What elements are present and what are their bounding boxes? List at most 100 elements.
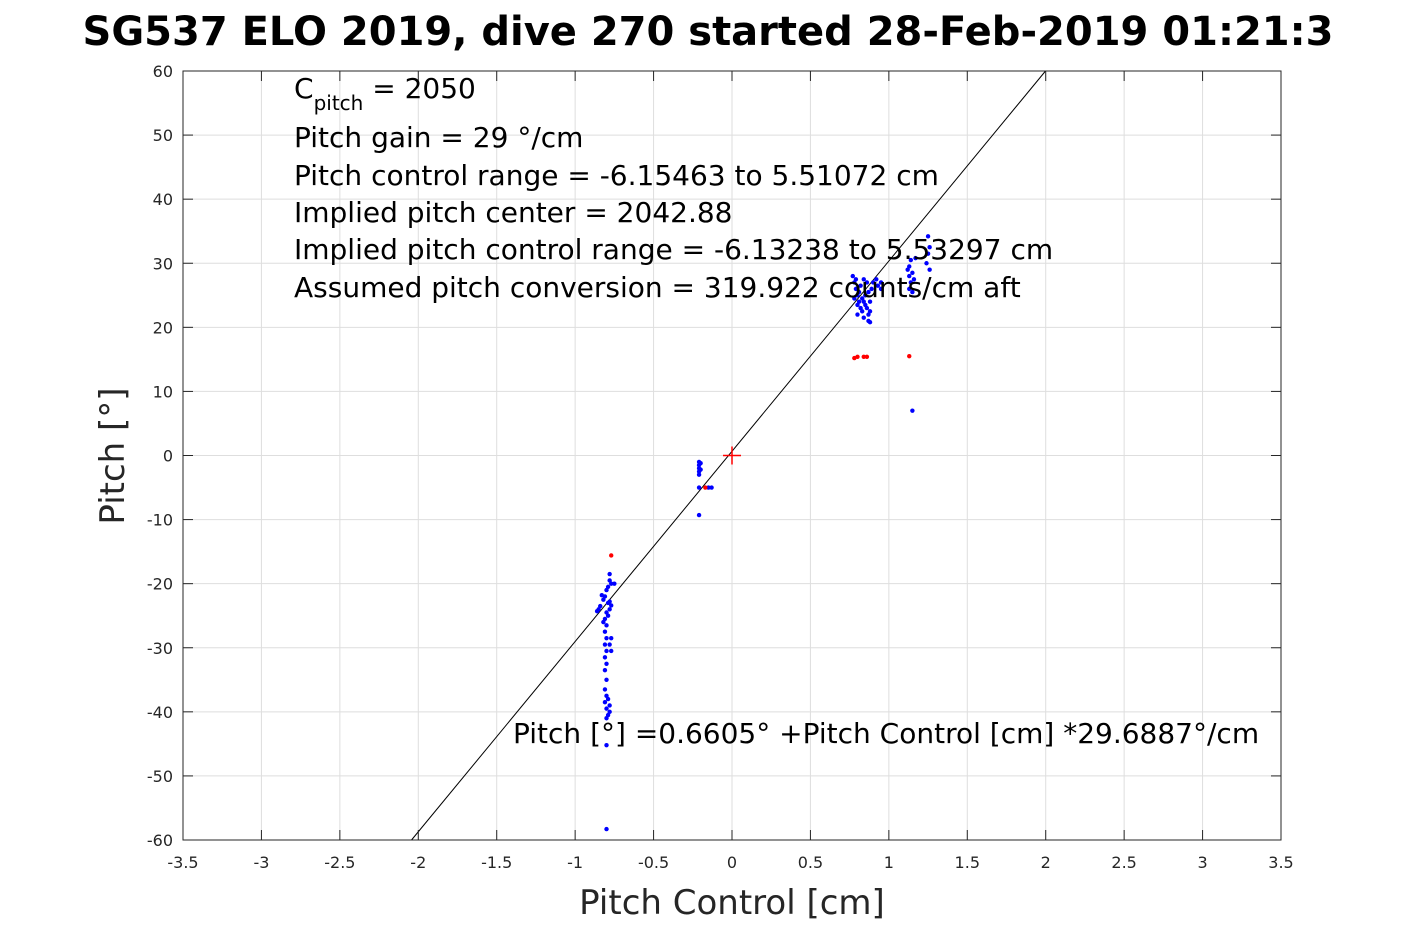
y-tick-label: -10 — [147, 511, 173, 530]
data-point-red — [855, 354, 860, 360]
data-point — [609, 635, 614, 641]
y-axis-label: Pitch [°] — [93, 387, 133, 524]
x-tick-label: -1 — [567, 853, 583, 872]
data-point — [602, 642, 608, 647]
data-point — [609, 648, 614, 654]
data-point — [913, 255, 918, 261]
data-point — [696, 472, 702, 477]
data-point — [878, 280, 884, 285]
y-tick-label: -30 — [147, 639, 173, 658]
annotation-c-pitch-base: C — [294, 72, 314, 105]
data-point — [850, 273, 855, 279]
data-point — [605, 696, 611, 702]
data-point — [858, 283, 863, 288]
y-tick-label: -20 — [147, 575, 173, 594]
scatter-points — [594, 234, 932, 832]
x-tick-label: -3 — [253, 853, 269, 872]
y-tick-label: 20 — [153, 318, 173, 337]
annotation-c-pitch-value: = 2050 — [363, 72, 476, 105]
data-point — [907, 286, 912, 292]
data-point — [869, 286, 874, 292]
annotation-implied-pitch-center: Implied pitch center = 2042.88 — [294, 196, 732, 229]
data-point — [908, 280, 914, 285]
data-point — [605, 584, 611, 590]
x-tick-label: -2.5 — [324, 853, 355, 872]
y-tick-label: -60 — [147, 831, 173, 850]
data-point — [607, 703, 612, 708]
annotation-pitch-conversion: Assumed pitch conversion = 319.922 count… — [294, 271, 1021, 304]
annotation-c-pitch: Cpitch = 2050 — [294, 72, 476, 115]
data-point — [927, 245, 932, 250]
data-point-red — [907, 353, 912, 359]
annotation-pitch-control-range: Pitch control range = -6.15463 to 5.5107… — [294, 159, 939, 192]
data-point — [907, 264, 912, 269]
data-point — [863, 302, 868, 308]
data-point — [604, 706, 609, 711]
data-point — [609, 581, 614, 586]
x-tick-label: 1.5 — [955, 853, 980, 872]
data-point — [859, 296, 865, 301]
data-point — [911, 277, 917, 282]
annotation-pitch-gain: Pitch gain = 29 °/cm — [294, 121, 583, 154]
annotation-c-pitch-subscript: pitch — [314, 91, 364, 115]
y-tick-label: 0 — [163, 447, 173, 466]
data-point — [875, 283, 881, 288]
data-point — [607, 642, 612, 647]
data-point — [861, 315, 866, 320]
data-point — [607, 599, 612, 604]
center-marker-layer — [723, 446, 741, 465]
y-tick-label: -50 — [147, 767, 173, 786]
data-point — [604, 716, 609, 721]
data-point — [605, 613, 611, 618]
data-point — [604, 648, 609, 654]
data-point — [604, 661, 609, 666]
data-point — [698, 460, 703, 466]
data-point-red — [609, 553, 614, 558]
data-point — [696, 512, 702, 518]
data-point — [602, 629, 608, 634]
data-point-red — [864, 354, 870, 360]
data-point — [910, 270, 915, 276]
data-point — [604, 623, 609, 628]
data-point — [604, 742, 609, 748]
data-point — [864, 280, 870, 285]
annotation-implied-control-range: Implied pitch control range = -6.13238 t… — [294, 233, 1053, 266]
x-axis-ticks: -3.5 -3 -2.5 -2 -1.5 -1 -0.5 0 0.5 1 1.5 2 2.5 3 3.5 — [167, 71, 1294, 872]
data-point — [602, 687, 608, 692]
x-tick-label: 3 — [1197, 853, 1207, 872]
data-point — [856, 289, 862, 295]
data-point — [927, 267, 932, 272]
data-point — [698, 467, 703, 472]
data-point — [607, 709, 612, 715]
data-point — [601, 619, 606, 625]
y-tick-label: 30 — [153, 254, 173, 273]
x-axis-label: Pitch Control [cm] — [579, 883, 885, 923]
data-point — [861, 277, 866, 282]
data-point — [867, 320, 873, 325]
data-point — [853, 277, 859, 282]
data-point — [607, 607, 612, 612]
x-tick-label: 0.5 — [798, 853, 823, 872]
data-point — [924, 261, 929, 266]
chart-title: SG537 ELO 2019, dive 270 started 28-Feb-… — [83, 9, 1334, 55]
y-tick-label: 40 — [153, 190, 173, 209]
y-tick-label: 60 — [153, 62, 173, 81]
data-point — [602, 667, 608, 673]
data-point — [867, 299, 873, 304]
data-point — [696, 485, 702, 490]
data-point — [607, 571, 612, 577]
y-tick-label: 10 — [153, 382, 173, 401]
y-tick-label: -40 — [147, 703, 173, 722]
annotation-block: Cpitch = 2050 Pitch gain = 29 °/cm Pitch… — [294, 72, 1053, 304]
x-tick-label: -3.5 — [167, 853, 198, 872]
data-point — [612, 581, 617, 586]
x-tick-label: 3.5 — [1268, 853, 1293, 872]
data-point — [855, 302, 860, 308]
x-tick-label: -1.5 — [481, 853, 512, 872]
x-tick-label: -0.5 — [638, 853, 669, 872]
x-tick-label: -2 — [410, 853, 426, 872]
data-point — [602, 700, 608, 705]
data-point — [925, 234, 931, 239]
data-point — [604, 677, 609, 682]
